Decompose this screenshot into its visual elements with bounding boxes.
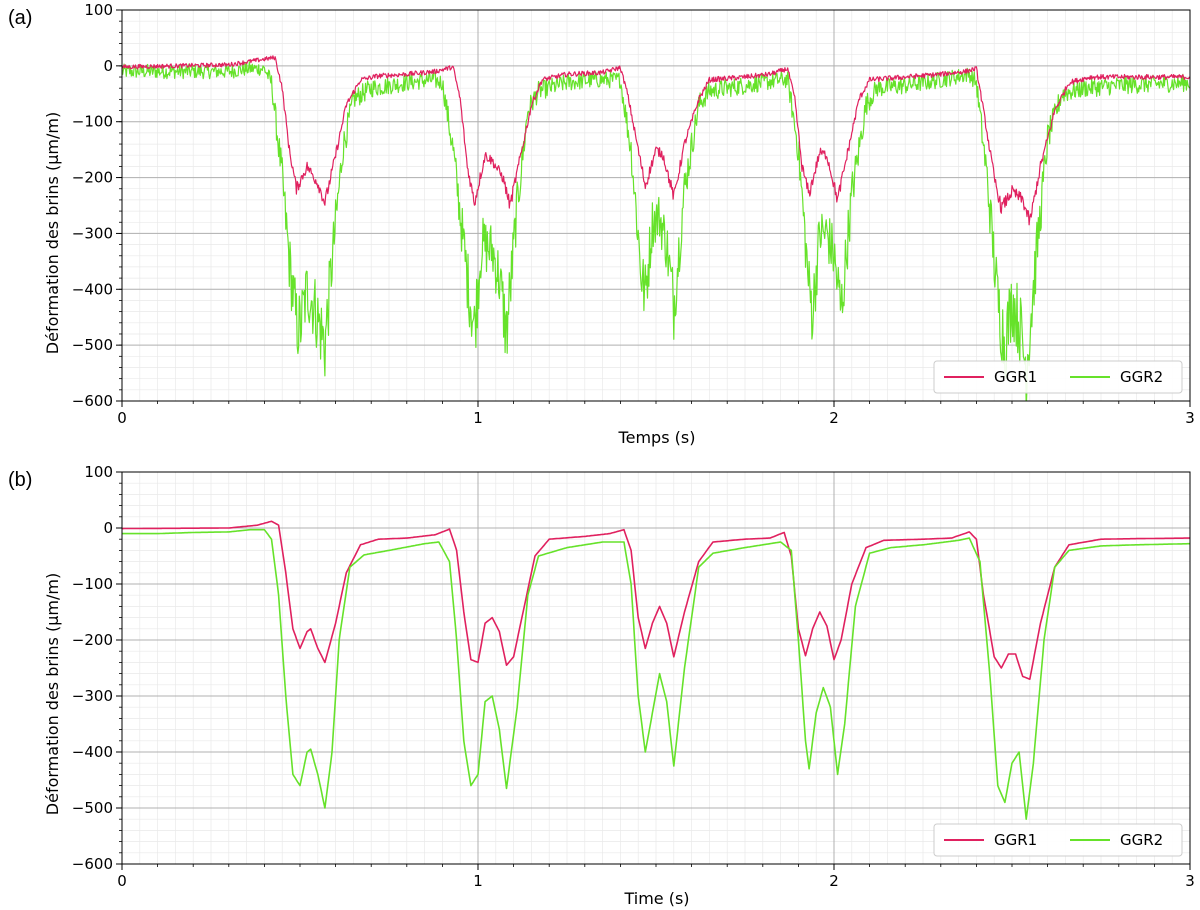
panel-b-minor-grid	[121, 471, 1191, 865]
series-line-ggr1	[122, 55, 1190, 226]
y-tick-label: −400	[72, 280, 113, 298]
legend-label-ggr1: GGR1	[994, 368, 1037, 386]
panel-b-frame	[121, 471, 1191, 865]
y-tick-label: −300	[72, 687, 113, 705]
legend-label-ggr2: GGR2	[1120, 368, 1163, 386]
series-line-ggr2	[122, 528, 1190, 820]
y-tick-label: −200	[72, 631, 113, 649]
panel-b-xlabel: Time (s)	[623, 889, 689, 908]
x-tick-label: 3	[1185, 872, 1195, 890]
y-tick-label: −500	[72, 799, 113, 817]
legend-box	[933, 360, 1183, 394]
y-tick-label: −500	[72, 336, 113, 354]
y-tick-label: −600	[72, 392, 113, 410]
x-tick-label: 3	[1185, 409, 1195, 427]
x-tick-label: 1	[473, 409, 483, 427]
panel-a: (a) 0 1 2 3 100 0 −100 −200 −300 −400 −500 −600 Tem…	[8, 1, 1195, 447]
panel-b-label: (b)	[8, 469, 32, 491]
x-tick-label: 1	[473, 872, 483, 890]
y-tick-label: −400	[72, 743, 113, 761]
panel-b: (b) 0 1 2 3 100 0 −100 −200 −300 −400 −500 −600 Tim…	[8, 463, 1195, 908]
panel-a-legend: GGR1 GGR2	[933, 360, 1183, 394]
x-tick-label: 0	[117, 872, 127, 890]
panel-b-legend: GGR1 GGR2	[933, 823, 1183, 857]
y-tick-label: −600	[72, 855, 113, 873]
y-tick-label: 100	[84, 463, 113, 481]
y-tick-label: −100	[72, 575, 113, 593]
series-line-ggr1	[122, 520, 1190, 680]
panel-a-xlabel: Temps (s)	[618, 428, 696, 447]
series-line-ggr2	[122, 61, 1190, 401]
panel-a-ylabel: Déformation des brins (µm/m)	[43, 112, 62, 354]
x-tick-label: 2	[829, 872, 839, 890]
legend-box	[933, 823, 1183, 857]
y-tick-label: −100	[72, 113, 113, 131]
y-tick-label: −300	[72, 224, 113, 242]
y-tick-label: 0	[103, 57, 113, 75]
panel-a-ticks: 0 1 2 3 100 0 −100 −200 −300 −400 −500 −600	[72, 1, 1195, 427]
legend-label-ggr1: GGR1	[994, 831, 1037, 849]
panel-a-label: (a)	[8, 7, 32, 29]
x-tick-label: 2	[829, 409, 839, 427]
x-tick-label: 0	[117, 409, 127, 427]
y-tick-label: −200	[72, 169, 113, 187]
legend-label-ggr2: GGR2	[1120, 831, 1163, 849]
y-tick-label: 0	[103, 519, 113, 537]
y-tick-label: 100	[84, 1, 113, 19]
panel-a-series	[122, 55, 1190, 401]
panel-b-series	[122, 520, 1190, 820]
panel-a-frame	[121, 9, 1191, 402]
panel-b-ylabel: Déformation des brins (µm/m)	[43, 573, 62, 815]
panel-b-ticks: 0 1 2 3 100 0 −100 −200 −300 −400 −500 −600	[72, 463, 1195, 890]
